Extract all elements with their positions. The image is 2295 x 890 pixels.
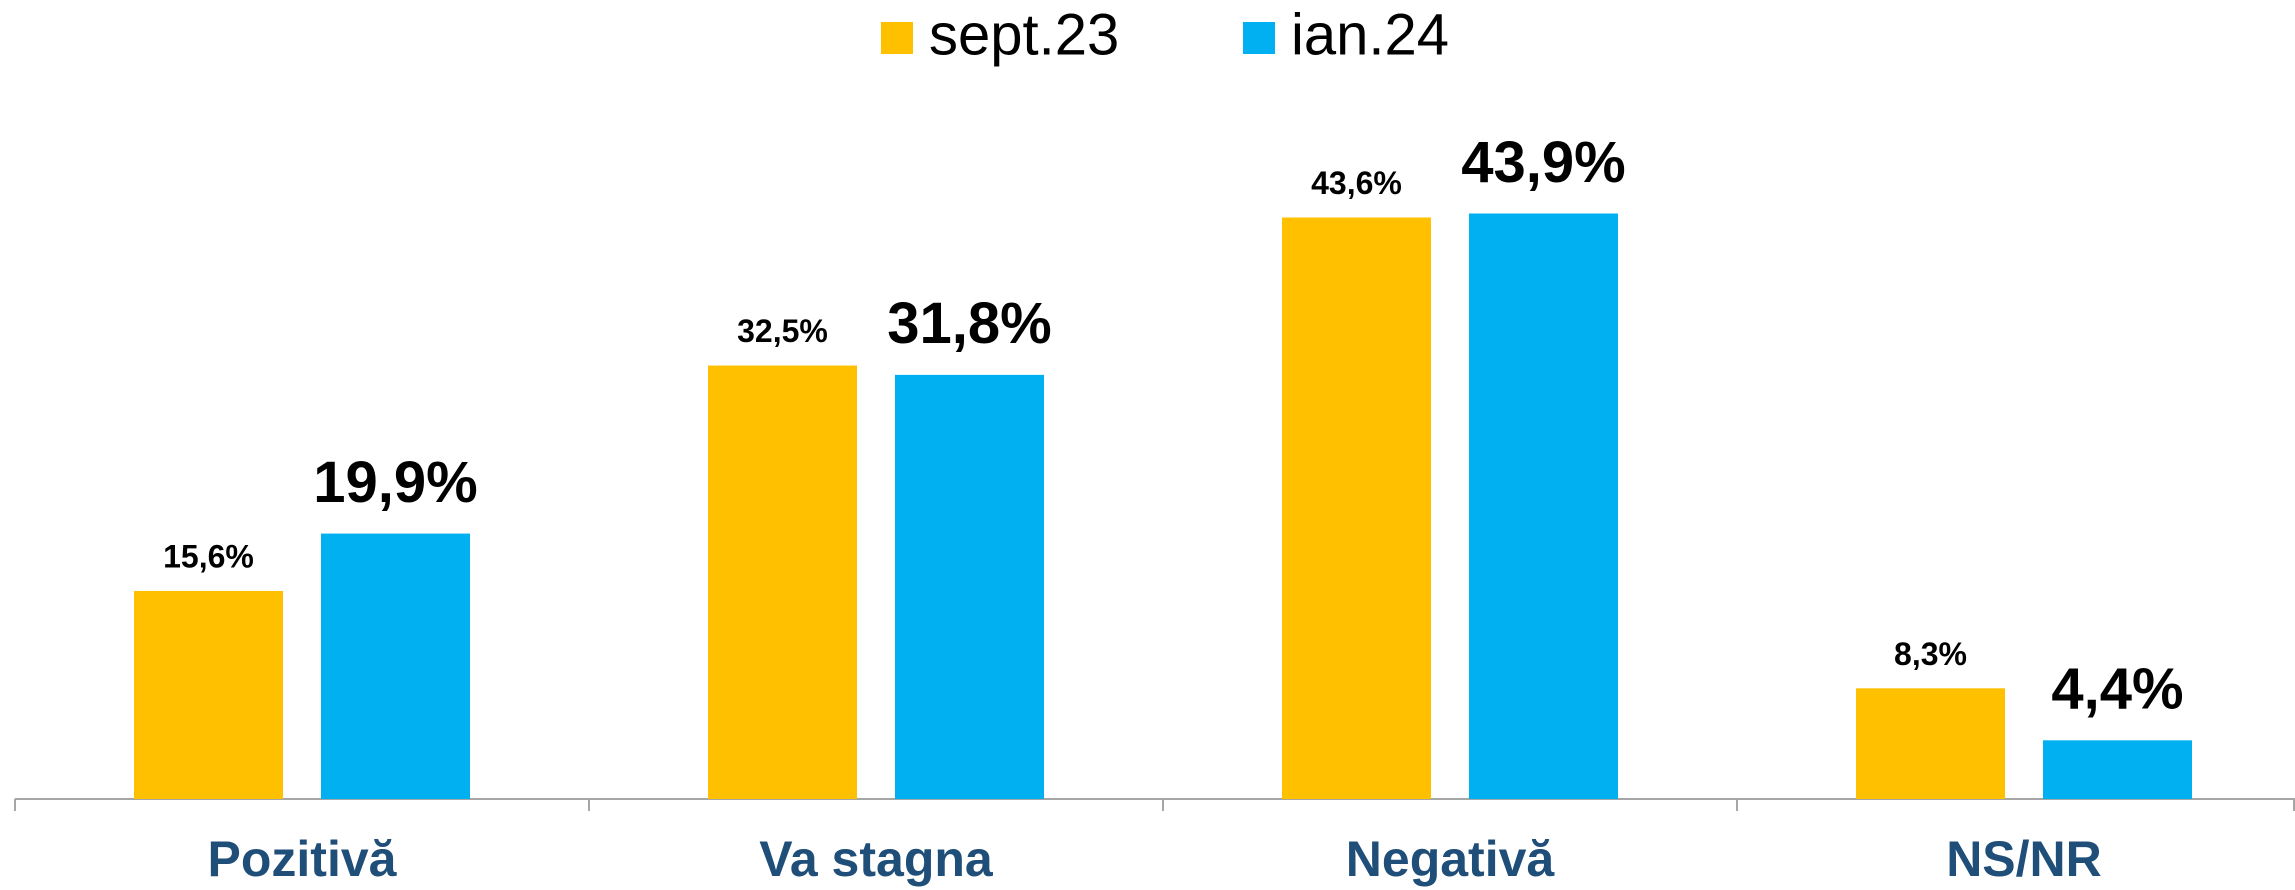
data-label: 15,6%	[163, 538, 254, 574]
data-label: 43,9%	[1461, 130, 1625, 195]
legend-swatch	[881, 22, 913, 54]
bar	[134, 590, 283, 799]
bar	[895, 374, 1044, 799]
data-label: 43,6%	[1311, 165, 1402, 201]
data-label: 19,9%	[313, 450, 477, 515]
bar	[1856, 688, 2005, 799]
data-label: 4,4%	[2051, 657, 2183, 722]
data-label: 32,5%	[737, 313, 828, 349]
x-tick-label: Pozitivă	[208, 831, 398, 887]
bar	[1282, 217, 1431, 799]
legend-label: sept.23	[929, 2, 1119, 67]
bar	[2043, 740, 2192, 799]
data-label: 8,3%	[1894, 636, 1967, 672]
x-tick-label: Negativă	[1346, 831, 1556, 887]
bar	[1469, 213, 1618, 799]
legend-swatch	[1243, 22, 1275, 54]
x-tick-label: Va stagna	[759, 831, 994, 887]
bar	[321, 533, 470, 799]
legend-label: ian.24	[1291, 2, 1449, 67]
data-label: 31,8%	[887, 291, 1051, 356]
bar	[708, 365, 857, 799]
x-tick-label: NS/NR	[1946, 831, 2102, 887]
